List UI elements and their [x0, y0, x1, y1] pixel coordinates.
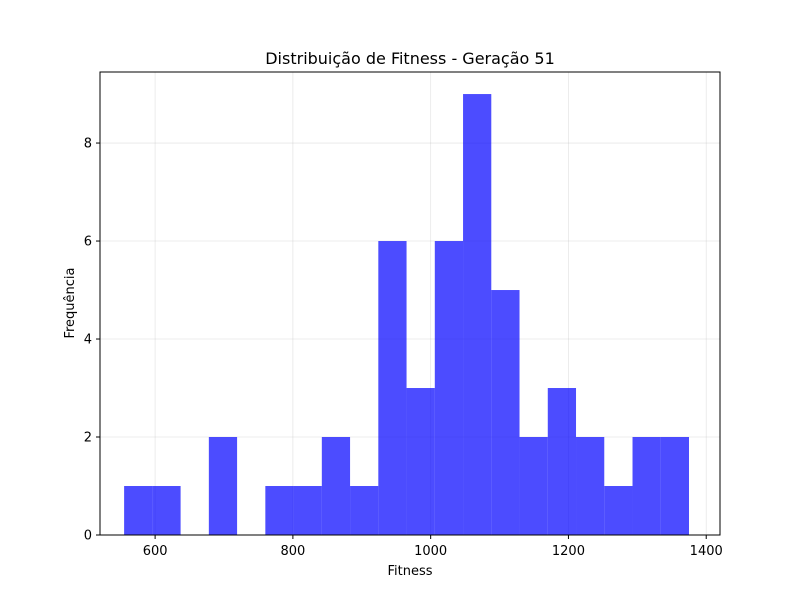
y-axis-label: Frequência	[63, 267, 78, 338]
x-tick-label: 800	[280, 544, 305, 559]
plot-frame	[99, 71, 721, 536]
y-axis-ticks: 0 2 4 6 8	[84, 137, 100, 544]
histogram-bar	[632, 437, 661, 535]
x-tick-label: 1200	[552, 544, 585, 559]
histogram-bar	[321, 437, 351, 535]
histogram-bar	[152, 486, 181, 535]
histogram-bar	[124, 486, 153, 535]
histogram-bar	[519, 437, 548, 535]
x-tick-label: 1000	[414, 544, 447, 559]
histogram-bar	[293, 486, 322, 535]
histogram-bars	[124, 94, 689, 536]
x-tick-label: 1400	[690, 544, 723, 559]
histogram-bar	[350, 486, 379, 535]
y-tick-label: 8	[84, 137, 92, 152]
histogram-bar	[660, 437, 689, 535]
histogram-bar	[547, 388, 577, 535]
y-tick-label: 0	[84, 529, 92, 544]
histogram-bar	[378, 241, 407, 536]
histogram-bar	[491, 290, 520, 535]
y-tick-label: 2	[84, 431, 92, 446]
chart-title: Distribuição de Fitness - Geração 51	[265, 49, 555, 68]
y-tick-label: 6	[84, 235, 92, 250]
histogram-bar	[208, 437, 238, 535]
histogram-bar	[463, 94, 492, 536]
histogram-bar	[434, 241, 464, 536]
histogram-bar	[265, 486, 294, 535]
x-axis-label: Fitness	[387, 564, 432, 579]
histogram-bar	[604, 486, 633, 535]
histogram-bar	[406, 388, 435, 535]
x-tick-label: 600	[143, 544, 168, 559]
x-axis-ticks: 600 800 1000 1200 1400	[143, 535, 723, 559]
y-tick-label: 4	[84, 333, 92, 348]
histogram-bar	[576, 437, 605, 535]
